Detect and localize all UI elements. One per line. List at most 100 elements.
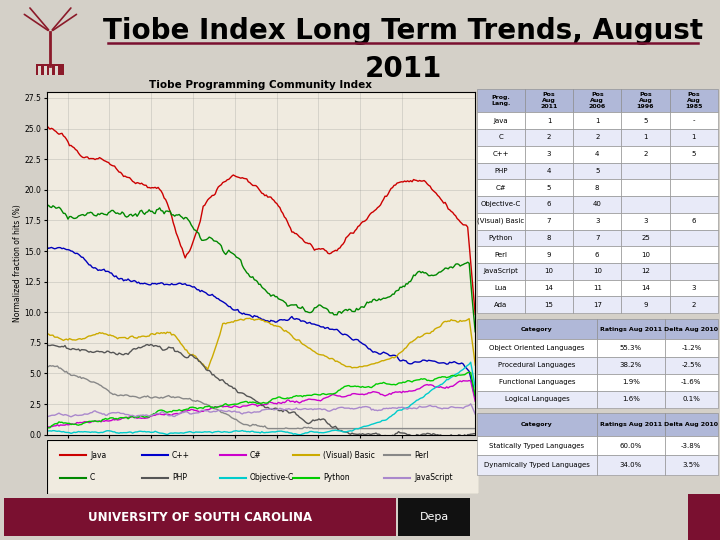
Python bbox=[23, 427, 32, 433]
Perl bbox=[292, 426, 301, 432]
Line: Objective-C: Objective-C bbox=[26, 362, 475, 435]
C++ bbox=[471, 395, 480, 401]
Python bbox=[22, 427, 30, 434]
Perl bbox=[29, 361, 37, 368]
C++ bbox=[29, 241, 37, 248]
C# bbox=[400, 389, 409, 395]
(Visual) Basic bbox=[289, 335, 297, 341]
Text: C#: C# bbox=[250, 451, 261, 460]
(Visual) Basic bbox=[402, 345, 410, 351]
Line: Java: Java bbox=[26, 118, 475, 314]
C# bbox=[22, 427, 30, 434]
C# bbox=[471, 398, 480, 404]
Line: Python: Python bbox=[26, 373, 475, 430]
Line: C#: C# bbox=[26, 381, 475, 430]
Objective-C bbox=[23, 430, 32, 436]
JavaScript bbox=[287, 407, 296, 413]
C++ bbox=[289, 315, 297, 322]
C# bbox=[23, 427, 32, 433]
PHP bbox=[298, 416, 307, 422]
Objective-C bbox=[467, 359, 475, 366]
(Visual) Basic bbox=[246, 315, 254, 321]
Bar bbox=[38, 66, 41, 75]
JavaScript bbox=[289, 406, 297, 413]
Bar bbox=[398, 498, 470, 536]
Text: (Visual) Basic: (Visual) Basic bbox=[323, 451, 375, 460]
Objective-C bbox=[298, 431, 307, 437]
Python bbox=[471, 393, 480, 399]
(Visual) Basic bbox=[471, 362, 480, 368]
Java bbox=[289, 229, 297, 235]
C bbox=[431, 272, 439, 279]
Line: C: C bbox=[26, 205, 475, 332]
PHP bbox=[23, 373, 32, 379]
(Visual) Basic bbox=[298, 341, 307, 347]
C# bbox=[289, 398, 297, 404]
Objective-C bbox=[287, 430, 296, 436]
Perl bbox=[403, 426, 412, 432]
Python bbox=[429, 377, 438, 384]
Text: JavaScript: JavaScript bbox=[414, 474, 453, 482]
C bbox=[291, 302, 300, 308]
JavaScript bbox=[467, 401, 475, 407]
Perl bbox=[264, 426, 272, 432]
Text: Depa: Depa bbox=[420, 512, 449, 522]
Perl bbox=[471, 426, 480, 432]
Python bbox=[400, 379, 409, 386]
Java bbox=[431, 188, 439, 195]
C# bbox=[297, 399, 305, 406]
C++ bbox=[291, 316, 300, 322]
Text: Tiobe Index Long Term Trends, August: Tiobe Index Long Term Trends, August bbox=[103, 17, 703, 45]
Text: Python: Python bbox=[323, 474, 350, 482]
C# bbox=[287, 398, 296, 404]
Objective-C bbox=[289, 431, 297, 437]
PHP bbox=[29, 334, 37, 340]
Java bbox=[402, 179, 410, 185]
Perl bbox=[22, 396, 30, 403]
C++ bbox=[22, 337, 30, 343]
PHP bbox=[291, 409, 300, 415]
Objective-C bbox=[431, 385, 439, 392]
Text: C: C bbox=[90, 474, 95, 482]
PHP bbox=[431, 431, 439, 437]
(Visual) Basic bbox=[431, 326, 439, 333]
Java bbox=[23, 245, 32, 252]
Java bbox=[298, 236, 307, 242]
Text: Java: Java bbox=[90, 451, 107, 460]
Y-axis label: Normalized fraction of hits (%): Normalized fraction of hits (%) bbox=[12, 204, 22, 322]
JavaScript bbox=[400, 404, 409, 411]
Objective-C bbox=[402, 404, 410, 411]
C# bbox=[429, 382, 438, 389]
C bbox=[298, 303, 307, 310]
JavaScript bbox=[297, 406, 305, 413]
Bar bbox=[44, 66, 47, 75]
Line: C++: C++ bbox=[26, 245, 475, 398]
C++ bbox=[431, 358, 439, 365]
Title: Tiobe Programming Community Index: Tiobe Programming Community Index bbox=[150, 79, 372, 90]
Text: Objective-C: Objective-C bbox=[250, 474, 294, 482]
Objective-C bbox=[471, 384, 480, 390]
JavaScript bbox=[23, 420, 32, 427]
C++ bbox=[23, 316, 32, 323]
Bar bbox=[55, 66, 58, 75]
Python bbox=[287, 395, 296, 401]
Bar bbox=[37, 64, 65, 75]
C bbox=[44, 202, 53, 208]
Perl bbox=[23, 389, 32, 396]
Perl bbox=[300, 424, 308, 430]
Java bbox=[22, 272, 30, 278]
Objective-C bbox=[295, 431, 304, 438]
C++ bbox=[402, 357, 410, 364]
Java bbox=[471, 311, 480, 318]
C bbox=[22, 315, 30, 322]
Line: (Visual) Basic: (Visual) Basic bbox=[26, 318, 475, 386]
Text: PHP: PHP bbox=[172, 474, 187, 482]
Python bbox=[465, 369, 474, 376]
Python bbox=[289, 393, 297, 400]
Bar bbox=[688, 494, 720, 540]
C bbox=[471, 328, 480, 335]
Bar bbox=[4, 498, 396, 536]
C# bbox=[465, 377, 474, 384]
Perl bbox=[291, 426, 300, 432]
X-axis label: Time: Time bbox=[250, 455, 272, 464]
